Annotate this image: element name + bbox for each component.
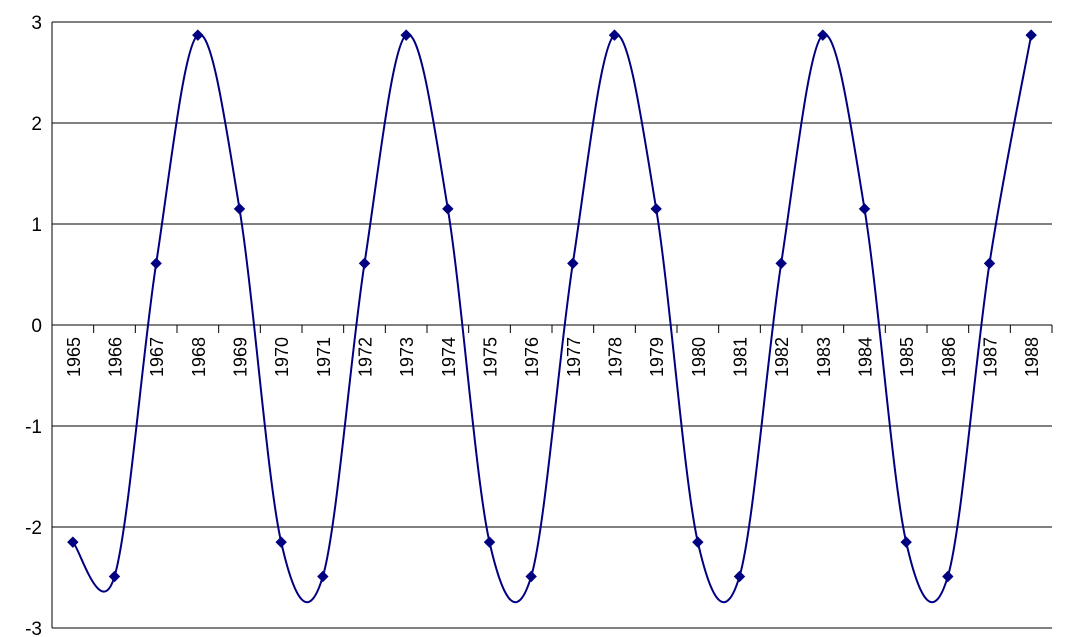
data-point-marker xyxy=(317,570,329,583)
y-tick-label: 2 xyxy=(31,114,42,135)
y-tick-label: -3 xyxy=(25,619,42,637)
y-axis-labels: 3 2 1 0 -1 -2 -3 xyxy=(25,13,42,637)
y-tick-label: 3 xyxy=(31,13,42,34)
x-tick-label: 1983 xyxy=(814,337,834,377)
data-point-marker xyxy=(775,257,787,270)
data-point-marker xyxy=(567,257,579,270)
data-point-marker xyxy=(358,257,371,270)
x-tick-label: 1976 xyxy=(522,337,542,377)
data-point-marker xyxy=(275,536,287,548)
x-tick-label: 1967 xyxy=(147,337,167,377)
data-point-marker xyxy=(442,203,454,215)
x-tick-label: 1971 xyxy=(314,337,334,377)
x-tick-label: 1965 xyxy=(64,337,84,377)
x-tick-label: 1986 xyxy=(939,337,959,377)
y-tick-label: -2 xyxy=(25,518,42,539)
data-point-marker xyxy=(400,29,412,41)
data-point-marker xyxy=(692,536,704,548)
x-tick-label: 1974 xyxy=(439,337,459,377)
series-line xyxy=(72,33,1033,603)
x-tick-label: 1975 xyxy=(481,337,501,377)
x-tick-label: 1979 xyxy=(647,337,667,377)
data-point-marker xyxy=(108,570,121,583)
x-tick-label: 1987 xyxy=(981,337,1001,377)
x-tick-label: 1985 xyxy=(897,337,917,377)
data-point-marker xyxy=(942,570,954,583)
x-tick-label: 1977 xyxy=(564,337,584,377)
data-point-marker xyxy=(858,203,871,215)
y-tick-label: -1 xyxy=(25,417,42,438)
x-tick-label: 1981 xyxy=(731,337,751,377)
data-point-marker xyxy=(483,536,496,548)
x-tick-label: 1969 xyxy=(231,337,251,377)
data-point-marker xyxy=(525,570,537,583)
x-tick-label: 1988 xyxy=(1022,337,1042,377)
data-point-marker xyxy=(192,29,204,41)
data-point-marker xyxy=(733,570,746,583)
x-tick-label: 1978 xyxy=(606,337,626,377)
y-tick-label: 0 xyxy=(31,316,42,337)
data-point-marker xyxy=(900,536,912,548)
data-point-marker xyxy=(983,257,996,270)
x-tick-label: 1982 xyxy=(772,337,792,377)
y-tick-label: 1 xyxy=(31,215,42,236)
data-point-marker xyxy=(67,536,79,548)
x-tick-label: 1984 xyxy=(856,337,876,377)
data-point-marker xyxy=(1025,29,1037,41)
x-tick-label: 1968 xyxy=(189,337,209,377)
x-tick-label: 1973 xyxy=(397,337,417,377)
data-point-marker xyxy=(150,257,162,270)
data-point-marker xyxy=(608,29,621,41)
data-point-marker xyxy=(817,29,829,41)
axes xyxy=(51,22,1053,628)
series xyxy=(67,29,1037,603)
data-point-marker xyxy=(233,203,246,215)
x-tick-label: 1966 xyxy=(106,337,126,377)
x-tick-label: 1970 xyxy=(272,337,292,377)
x-tick-label: 1972 xyxy=(356,337,376,377)
x-axis-labels: 1965 1966 1967 1968 1969 1970 1971 1972 1973 1974… xyxy=(64,337,1042,377)
x-tick-label: 1980 xyxy=(689,337,709,377)
gridlines xyxy=(52,21,1052,629)
data-point-marker xyxy=(650,203,662,215)
